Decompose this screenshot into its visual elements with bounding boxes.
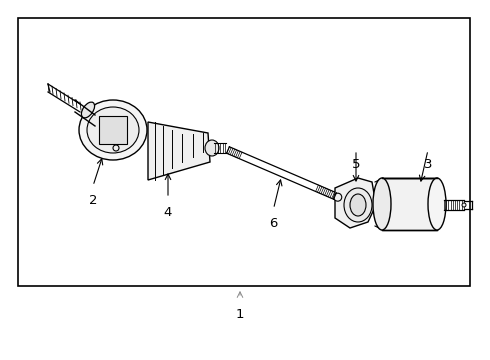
Bar [18, 18, 470, 286]
Ellipse shape [373, 178, 391, 230]
Text: 5: 5 [352, 158, 360, 171]
Ellipse shape [79, 100, 147, 160]
Circle shape [113, 145, 119, 151]
Text: 1: 1 [236, 308, 244, 321]
Polygon shape [335, 178, 376, 228]
Ellipse shape [428, 178, 446, 230]
Text: 6: 6 [270, 217, 278, 230]
Ellipse shape [344, 188, 372, 222]
Bar [382, 178, 437, 230]
Circle shape [462, 203, 466, 207]
Ellipse shape [87, 107, 139, 153]
Text: 2: 2 [89, 194, 97, 207]
Ellipse shape [350, 194, 366, 216]
Ellipse shape [81, 102, 95, 118]
Polygon shape [99, 116, 127, 144]
Ellipse shape [205, 140, 219, 156]
Text: 3: 3 [424, 158, 432, 171]
Polygon shape [148, 122, 210, 180]
Text: 4: 4 [164, 206, 172, 219]
Circle shape [334, 193, 342, 201]
